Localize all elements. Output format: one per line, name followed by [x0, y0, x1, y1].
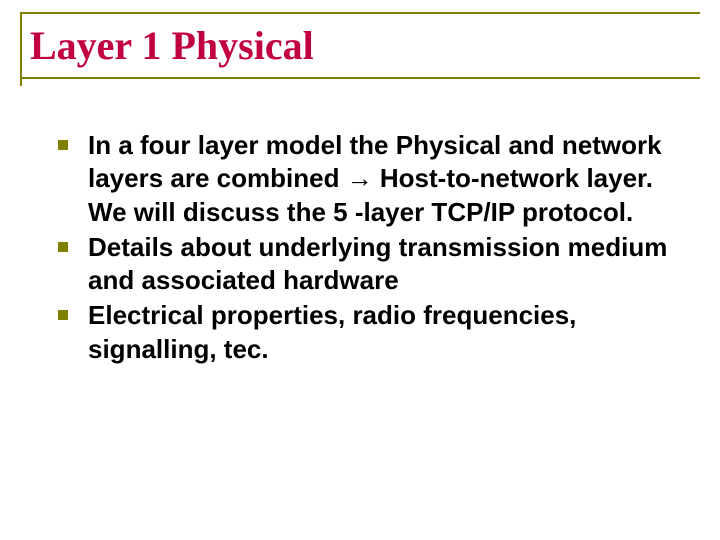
title-wrapper: Layer 1 Physical: [20, 12, 700, 79]
bullet-list: In a four layer model the Physical and n…: [58, 129, 670, 366]
slide-title: Layer 1 Physical: [20, 14, 700, 77]
list-item: Details about underlying transmission me…: [58, 231, 670, 298]
bullet-square-icon: [58, 140, 68, 150]
list-item: In a four layer model the Physical and n…: [58, 129, 670, 229]
slide-container: Layer 1 Physical In a four layer model t…: [0, 0, 720, 540]
bullet-square-icon: [58, 310, 68, 320]
title-border-bottom: [20, 77, 700, 79]
bullet-text: Details about underlying transmission me…: [88, 231, 670, 298]
bullet-square-icon: [58, 242, 68, 252]
list-item: Electrical properties, radio frequencies…: [58, 299, 670, 366]
bullet-text: Electrical properties, radio frequencies…: [88, 299, 670, 366]
slide-body: In a four layer model the Physical and n…: [20, 129, 700, 366]
bullet-text: In a four layer model the Physical and n…: [88, 129, 670, 229]
title-border-left: [20, 12, 22, 86]
